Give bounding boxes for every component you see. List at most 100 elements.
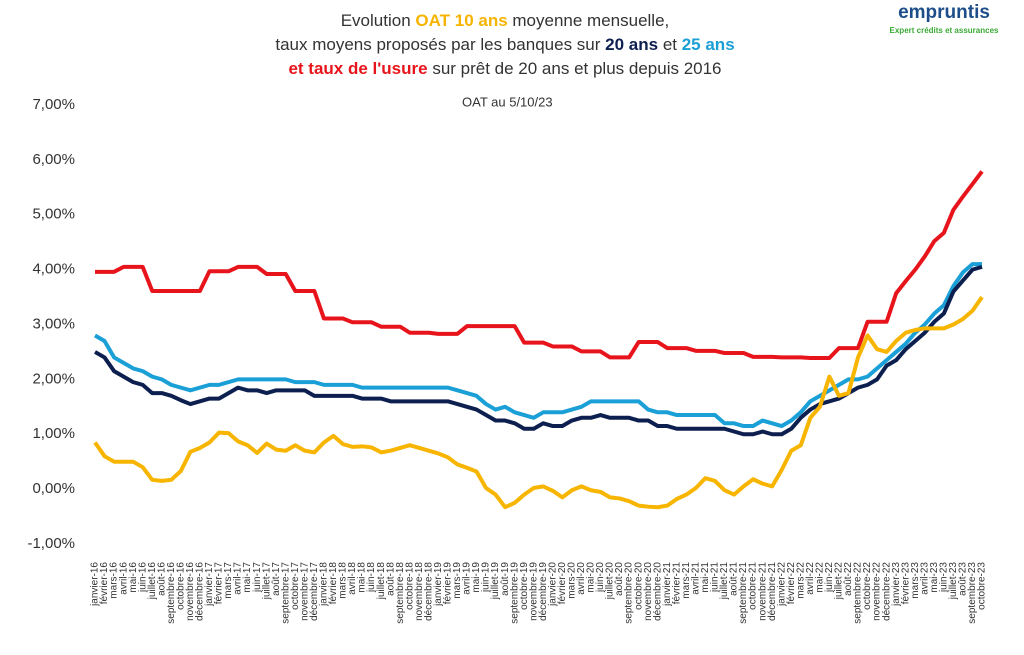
x-tick-label: novembre-22 — [872, 562, 883, 621]
x-tick-label: mars-16 — [109, 562, 120, 599]
title-part: 20 ans — [605, 35, 658, 54]
x-tick-label: novembre-21 — [757, 562, 768, 621]
x-tick-label: septembre-20 — [624, 562, 635, 624]
x-tick-label: mars-19 — [452, 562, 463, 599]
series-line — [95, 170, 984, 360]
x-tick-label: décembre-21 — [767, 562, 778, 621]
series-line — [93, 295, 984, 510]
x-tick-label: septembre-19 — [509, 562, 520, 624]
x-tick-label: mai-22 — [815, 562, 826, 593]
x-tick-label: janvier-19 — [433, 562, 444, 607]
x-tick-label: février-21 — [671, 562, 682, 605]
chart-title: Evolution OAT 10 ans moyenne mensuelle, — [341, 11, 670, 30]
x-tick-label: juillet-20 — [605, 562, 616, 601]
x-tick-label: janvier-17 — [204, 562, 215, 607]
x-tick-label: avril-20 — [576, 562, 587, 595]
x-tick-label: janvier-21 — [662, 562, 673, 607]
y-tick-label: 5,00% — [32, 206, 75, 223]
x-tick-label: septembre-18 — [395, 562, 406, 624]
x-tick-label: juillet-17 — [261, 562, 272, 601]
title-part: moyenne mensuelle, — [508, 11, 670, 30]
x-tick-label: décembre-19 — [538, 562, 549, 621]
x-tick-label: octobre-21 — [748, 562, 759, 610]
x-tick-label: février-18 — [328, 562, 339, 605]
x-tick-label: avril-19 — [462, 562, 473, 595]
x-tick-label: janvier-16 — [90, 562, 101, 607]
x-tick-label: mars-22 — [795, 562, 806, 599]
x-tick-label: décembre-18 — [423, 562, 434, 621]
x-tick-label: septembre-21 — [738, 562, 749, 624]
x-tick-label: mai-20 — [586, 562, 597, 593]
x-tick-label: mars-21 — [681, 562, 692, 599]
x-tick-label: février-19 — [443, 562, 454, 605]
y-tick-label: 7,00% — [32, 96, 75, 113]
x-tick-label: août-22 — [843, 562, 854, 596]
x-tick-label: juin-21 — [710, 562, 721, 593]
x-tick-label: août-18 — [385, 562, 396, 596]
x-tick-label: août-23 — [958, 562, 969, 596]
series-line — [94, 264, 983, 437]
x-tick-label: juillet-21 — [719, 562, 730, 601]
x-tick-label: juin-22 — [824, 562, 835, 593]
y-tick-label: 0,00% — [32, 480, 75, 497]
y-tick-label: 1,00% — [32, 425, 75, 442]
x-tick-label: octobre-22 — [862, 562, 873, 610]
x-tick-label: avril-18 — [347, 562, 358, 595]
x-tick-label: décembre-22 — [881, 562, 892, 621]
x-tick-label: mars-18 — [338, 562, 349, 599]
x-tick-label: août-20 — [614, 562, 625, 596]
x-tick-label: septembre-22 — [853, 562, 864, 624]
y-tick-label: 2,00% — [32, 370, 75, 387]
x-tick-label: décembre-20 — [652, 562, 663, 621]
title-part: OAT 10 ans — [415, 11, 507, 30]
x-tick-label: octobre-17 — [290, 562, 301, 610]
logo-tagline: Expert crédits et assurances — [890, 26, 999, 35]
x-tick-label: décembre-17 — [309, 562, 320, 621]
logo: empruntis — [898, 2, 990, 23]
x-tick-label: avril-16 — [118, 562, 129, 595]
x-tick-label: février-22 — [786, 562, 797, 605]
x-tick-label: février-20 — [557, 562, 568, 605]
x-tick-label: juin-17 — [252, 562, 263, 593]
title-part: sur prêt de 20 ans et plus depuis 2016 — [428, 59, 722, 78]
x-tick-label: juin-23 — [938, 562, 949, 593]
y-tick-label: 6,00% — [32, 151, 75, 168]
x-tick-label: janvier-18 — [319, 562, 330, 607]
x-tick-label: mars-23 — [910, 562, 921, 599]
x-tick-label: janvier-22 — [776, 562, 787, 607]
x-tick-label: janvier-20 — [547, 562, 558, 607]
x-tick-label: octobre-20 — [633, 562, 644, 610]
x-tick-label: mai-23 — [929, 562, 940, 593]
x-tick-label: avril-21 — [691, 562, 702, 595]
x-tick-label: mai-17 — [242, 562, 253, 593]
x-tick-label: août-19 — [500, 562, 511, 596]
series-line — [94, 262, 982, 429]
x-tick-label: septembre-17 — [280, 562, 291, 624]
x-tick-label: avril-17 — [233, 562, 244, 595]
x-tick-label: avril-22 — [805, 562, 816, 595]
x-tick-label: septembre-16 — [166, 562, 177, 624]
title-part: et taux de l'usure — [288, 59, 427, 78]
x-tick-label: juin-20 — [595, 562, 606, 593]
title-part: taux moyens proposés par les banques sur — [275, 35, 605, 54]
x-tick-label: mai-18 — [357, 562, 368, 593]
x-tick-label: août-17 — [271, 562, 282, 596]
x-tick-label: octobre-18 — [404, 562, 415, 610]
x-tick-label: juillet-16 — [147, 562, 158, 601]
x-tick-label: mars-17 — [223, 562, 234, 599]
x-tick-label: mars-20 — [567, 562, 578, 599]
x-tick-label: juillet-18 — [376, 562, 387, 601]
title-part: 25 ans — [682, 35, 735, 54]
x-tick-label: février-23 — [900, 562, 911, 605]
x-tick-label: septembre-23 — [967, 562, 978, 624]
y-tick-label: 3,00% — [32, 315, 75, 332]
x-tick-label: mai-21 — [700, 562, 711, 593]
chart-title: taux moyens proposés par les banques sur… — [275, 35, 734, 54]
x-tick-label: novembre-16 — [185, 562, 196, 621]
x-tick-label: avril-23 — [919, 562, 930, 595]
x-tick-label: octobre-16 — [175, 562, 186, 610]
x-tick-label: mai-19 — [471, 562, 482, 593]
annotation: OAT au 5/10/23 — [462, 94, 553, 109]
x-tick-label: novembre-20 — [643, 562, 654, 621]
